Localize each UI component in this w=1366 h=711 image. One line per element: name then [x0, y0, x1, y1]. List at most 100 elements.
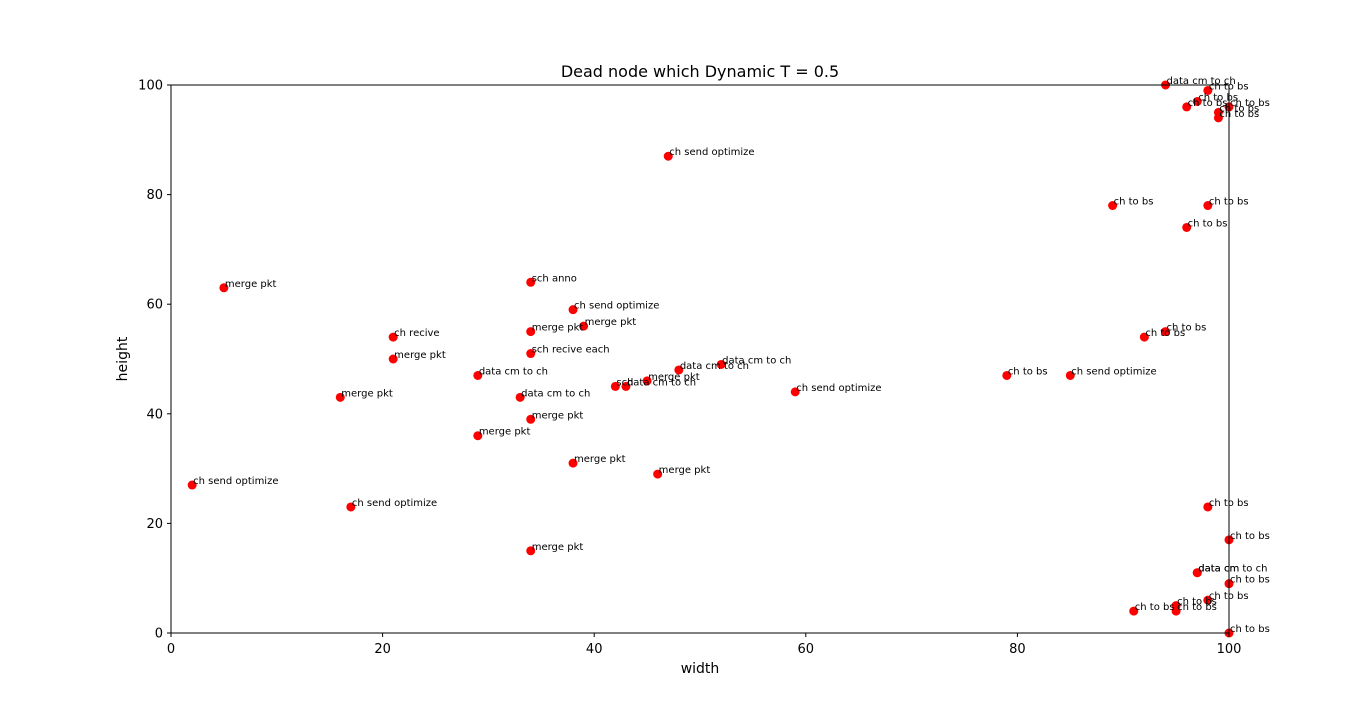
point-label: ch to bs: [1188, 218, 1228, 229]
scatter-point: [526, 349, 536, 359]
scatter-point: [219, 283, 229, 293]
point-label: ch recive: [394, 328, 439, 339]
point-label: merge pkt: [532, 323, 584, 334]
scatter-point: [388, 332, 398, 342]
scatter-point: [674, 365, 684, 375]
point-label: data cm to ch: [1198, 564, 1267, 575]
scatter-point: [526, 414, 536, 424]
x-tick-label: 80: [1009, 642, 1026, 657]
point-label: ch send optimize: [669, 147, 754, 158]
point-label: data cm to ch: [521, 388, 590, 399]
scatter-point: [515, 392, 525, 402]
scatter-point: [642, 376, 652, 386]
scatter-point: [1065, 370, 1075, 380]
scatter-point: [1213, 113, 1223, 123]
scatter-point: [1203, 201, 1213, 211]
point-label: merge pkt: [479, 427, 531, 438]
scatter-point: [1182, 102, 1192, 112]
y-tick-label: 60: [146, 298, 163, 313]
scatter-point: [1161, 327, 1171, 337]
y-axis-label: height: [115, 336, 131, 381]
chart-title: Dead node which Dynamic T = 0.5: [561, 62, 839, 81]
point-label: ch send optimize: [574, 301, 659, 312]
point-label: data cm: [1198, 564, 1239, 575]
point-label: merge pkt: [341, 388, 393, 399]
point-label: merge pkt: [532, 542, 584, 553]
x-tick-label: 40: [586, 642, 603, 657]
scatter-point: [1002, 370, 1012, 380]
point-label: ch to bs: [1219, 109, 1259, 120]
point-label: merge pkt: [585, 317, 637, 328]
point-label: data cm to ch: [680, 361, 749, 372]
scatter-point: [1129, 606, 1139, 616]
point-label: data cm to ch: [627, 377, 696, 388]
point-label: ch send optimize: [1071, 366, 1156, 377]
x-tick-label: 60: [798, 642, 815, 657]
point-label: merge pkt: [648, 372, 700, 383]
x-tick-label: 20: [374, 642, 391, 657]
scatter-point: [526, 277, 536, 287]
point-label: ch to bs: [1145, 328, 1185, 339]
point-label: merge pkt: [532, 410, 584, 421]
scatter-point: [346, 502, 356, 512]
point-label: ch to bs: [1230, 98, 1270, 109]
scatter-point: [526, 546, 536, 556]
point-label: ch to bs: [1230, 575, 1270, 586]
x-axis-ticks: 0 20 40 60 80 100: [167, 633, 1242, 657]
y-tick-label: 40: [146, 407, 163, 422]
scatter-point: [1182, 222, 1192, 232]
points-layer: [187, 80, 1234, 638]
point-label: ch send optimize: [796, 383, 881, 394]
scatter-point: [621, 381, 631, 391]
scatter-point: [790, 387, 800, 397]
point-label: merge pkt: [394, 350, 446, 361]
y-tick-label: 100: [138, 79, 163, 94]
point-label: data cm to ch: [1167, 76, 1236, 87]
point-label: ch to bs: [1198, 92, 1238, 103]
point-label: ch to bs: [1114, 197, 1154, 208]
scatter-point: [335, 392, 345, 402]
y-tick-label: 80: [146, 188, 163, 203]
point-label: ch to bs: [1219, 103, 1259, 114]
point-label: ch to bs: [1135, 602, 1175, 613]
point-label: ch to bs: [1167, 323, 1207, 334]
point-label: sch: [616, 377, 633, 388]
scatter-point: [526, 327, 536, 337]
scatter-point: [388, 354, 398, 364]
point-label: ch to bs: [1188, 98, 1228, 109]
y-tick-label: 20: [146, 517, 163, 532]
scatter-point: [568, 305, 578, 315]
scatter-point: [1192, 568, 1202, 578]
scatter-point: [716, 359, 726, 369]
scatter-point: [187, 480, 197, 490]
scatter-point: [1139, 332, 1149, 342]
scatter-point: [1203, 595, 1213, 605]
point-label: ch to bs: [1177, 602, 1217, 613]
scatter-point: [579, 321, 589, 331]
point-label: ch send optimize: [193, 476, 278, 487]
scatter-point: [1171, 606, 1181, 616]
y-axis-ticks: 0 20 40 60 80 100: [138, 79, 171, 642]
x-tick-label: 0: [167, 642, 175, 657]
scatter-point: [1192, 96, 1202, 106]
x-tick-label: 100: [1217, 642, 1242, 657]
scatter-point: [653, 469, 663, 479]
x-axis-label: width: [681, 661, 720, 677]
scatter-point: [1203, 502, 1213, 512]
point-label: merge pkt: [659, 465, 711, 476]
point-label: data cm to ch: [479, 366, 548, 377]
point-label: ch to bs: [1230, 624, 1270, 635]
point-label: sch anno: [532, 273, 577, 284]
point-label: ch to bs: [1230, 531, 1270, 542]
scatter-point: [1203, 85, 1213, 95]
scatter-point: [610, 381, 620, 391]
scatter-point: [568, 458, 578, 468]
point-label: merge pkt: [225, 279, 277, 290]
scatter-point: [1108, 201, 1118, 211]
point-label: ch send optimize: [352, 498, 437, 509]
y-tick-label: 0: [155, 627, 163, 642]
point-label: merge pkt: [574, 454, 626, 465]
point-label: ch to bs: [1008, 366, 1048, 377]
